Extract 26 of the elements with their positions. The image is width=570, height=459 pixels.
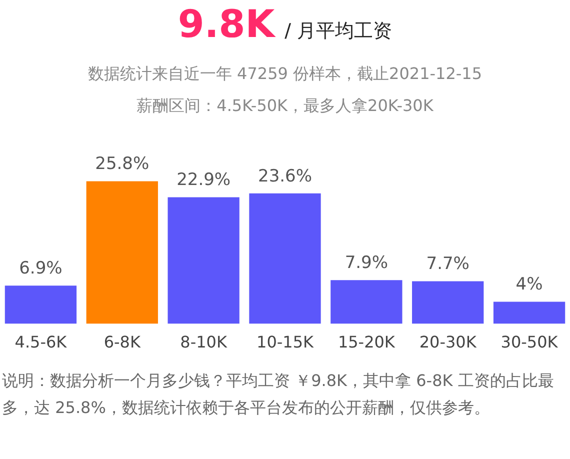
x-tick-label: 4.5-6K <box>14 332 68 352</box>
text: 薪酬区间：4.5K-50K，最多人拿20K-30K <box>136 95 434 117</box>
bar <box>4 286 77 324</box>
x-tick-label: 8-10K <box>180 332 228 352</box>
x-tick-label: 10-15K <box>256 332 314 352</box>
bar <box>168 197 240 324</box>
chart-subtitle: / 月平均工资 <box>284 20 392 42</box>
data-label: 4% <box>516 274 543 295</box>
text: 说明：数据分析一个月多少钱？平均工资 ￥9.8K，其中拿 6-8K 工资的占比最多，达 25.8%，数据统计依赖于各平台发布的公开薪酬，仅供参考。 <box>2 370 555 419</box>
x-tick-label: 6-8K <box>104 332 141 352</box>
data-label: 7.7% <box>426 254 470 274</box>
chart-title: 9.8K <box>178 2 275 46</box>
x-tick-label: 20-30K <box>419 332 477 352</box>
bar <box>493 302 566 324</box>
data-label: 23.6% <box>258 166 312 186</box>
data-label: 7.9% <box>344 253 388 274</box>
data-label: 22.9% <box>176 170 231 190</box>
bar <box>330 280 402 324</box>
text: 数据统计来自近一年 47259 份样本，截止2021-12-15 <box>86 63 484 85</box>
x-tick-label: 30-50K <box>500 332 558 352</box>
data-label: 25.8% <box>95 154 150 174</box>
bar <box>249 193 321 324</box>
data-label: 6.9% <box>19 258 62 279</box>
bar <box>86 181 158 324</box>
x-tick-label: 15-20K <box>338 332 396 352</box>
bar <box>412 281 484 324</box>
